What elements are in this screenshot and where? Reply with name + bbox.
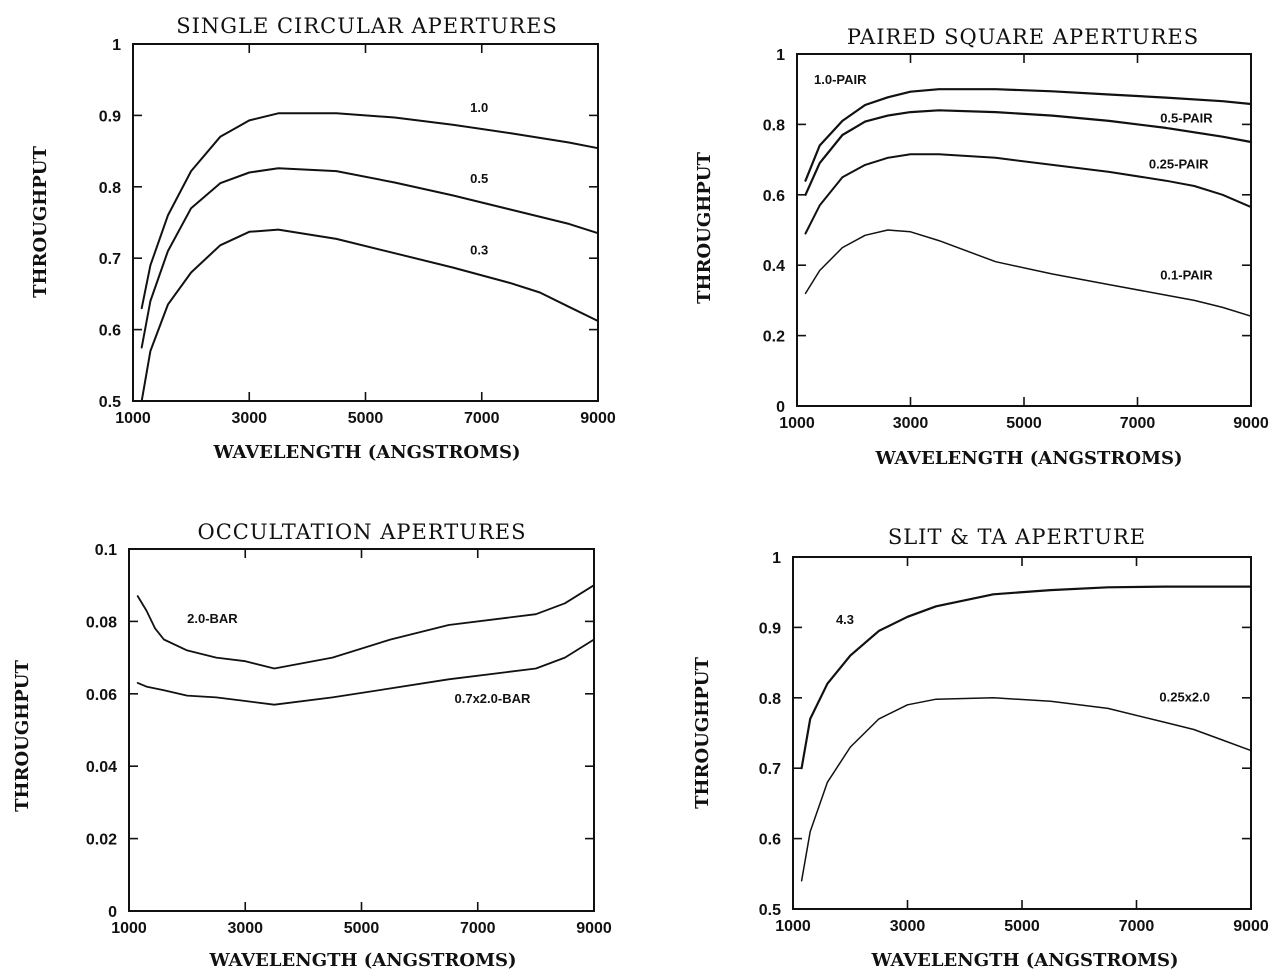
series-line [136, 638, 595, 706]
series-line [140, 112, 599, 310]
y-tick-label: 0.7 [759, 761, 781, 778]
series-label: 0.25x2.0 [1159, 689, 1210, 704]
x-tick-label: 9000 [576, 920, 612, 937]
y-tick-label: 0.5 [99, 394, 121, 411]
y-tick-label: 0.02 [86, 832, 117, 849]
x-axis-label: WAVELENGTH (ANGSTROMS) [212, 442, 520, 463]
series-label: 0.7x2.0-BAR [455, 691, 531, 706]
y-tick-label: 0.9 [759, 620, 781, 637]
x-tick-label: 3000 [893, 415, 929, 432]
y-tick-label: 0.6 [759, 832, 781, 849]
series-line [800, 697, 1252, 882]
y-tick-label: 0.1 [95, 542, 117, 559]
x-tick-label: 3000 [227, 920, 263, 937]
x-tick-label: 5000 [1004, 918, 1040, 935]
series-line [140, 167, 599, 349]
x-axis-label: WAVELENGTH (ANGSTROMS) [208, 950, 516, 971]
panel-occultation-apertures: OCCULTATION APERTURES THROUGHPUT WAVELEN… [12, 520, 612, 971]
x-tick-label: 7000 [1119, 918, 1155, 935]
series-line [804, 109, 1253, 196]
x-tick-label: 1000 [111, 920, 147, 937]
series-label: 1.0-PAIR [814, 72, 867, 87]
plot-frame [128, 548, 595, 912]
y-axis-label: THROUGHPUT [12, 660, 33, 812]
series-label: 0.25-PAIR [1149, 156, 1209, 171]
x-tick-label: 3000 [890, 918, 926, 935]
x-tick-label: 5000 [344, 920, 380, 937]
y-tick-label: 0.04 [86, 759, 117, 776]
y-tick-label: 0.6 [763, 188, 785, 205]
series-line [140, 228, 599, 402]
y-tick-label: 0 [776, 399, 785, 416]
series-line [136, 584, 595, 670]
panel-slit-ta-aperture: SLIT & TA APERTURE THROUGHPUT WAVELENGTH… [692, 525, 1269, 971]
x-tick-label: 9000 [1233, 415, 1269, 432]
series-label: 0.3 [470, 243, 488, 258]
panel-title: SLIT & TA APERTURE [888, 525, 1146, 549]
x-tick-label: 7000 [1120, 415, 1156, 432]
y-tick-label: 1 [772, 550, 781, 567]
x-tick-label: 9000 [1233, 918, 1269, 935]
panel-title: SINGLE CIRCULAR APERTURES [176, 14, 558, 38]
y-axis-label: THROUGHPUT [692, 657, 713, 809]
y-tick-label: 0.8 [759, 691, 781, 708]
y-tick-label: 1 [112, 37, 121, 54]
series-label: 4.3 [836, 612, 854, 627]
series-label: 1.0 [470, 100, 488, 115]
y-tick-label: 0.08 [86, 614, 117, 631]
plot-frame [792, 556, 1252, 910]
x-tick-label: 1000 [779, 415, 815, 432]
y-axis-label: THROUGHPUT [30, 146, 51, 298]
plot-frame [132, 43, 599, 402]
y-tick-label: 1 [776, 47, 785, 64]
y-tick-label: 0.8 [99, 180, 121, 197]
y-tick-label: 0.5 [759, 902, 781, 919]
x-tick-label: 7000 [464, 410, 500, 427]
y-tick-label: 0.6 [99, 323, 121, 340]
y-tick-label: 0 [108, 904, 117, 921]
series-label: 0.5-PAIR [1160, 111, 1213, 126]
series-label: 2.0-BAR [187, 611, 238, 626]
x-tick-label: 5000 [348, 410, 384, 427]
series-label: 0.1-PAIR [1160, 267, 1213, 282]
series-line [800, 585, 1253, 770]
x-tick-label: 3000 [231, 410, 267, 427]
x-tick-label: 5000 [1006, 415, 1042, 432]
series-line [804, 229, 1252, 317]
y-tick-label: 0.9 [99, 108, 121, 125]
x-axis-label: WAVELENGTH (ANGSTROMS) [874, 448, 1182, 469]
y-axis-label: THROUGHPUT [694, 152, 715, 304]
x-tick-label: 1000 [775, 918, 811, 935]
y-tick-label: 0.4 [763, 258, 785, 275]
x-tick-label: 1000 [115, 410, 151, 427]
series-line [804, 153, 1252, 235]
series-line [804, 88, 1253, 182]
x-axis-label: WAVELENGTH (ANGSTROMS) [870, 950, 1178, 971]
x-tick-label: 7000 [460, 920, 496, 937]
panel-paired-square-apertures: PAIRED SQUARE APERTURES THROUGHPUT WAVEL… [694, 25, 1269, 469]
y-tick-label: 0.06 [86, 687, 117, 704]
panel-title: PAIRED SQUARE APERTURES [847, 25, 1199, 49]
plot-frame [796, 53, 1252, 407]
series-label: 0.5 [470, 171, 488, 186]
y-tick-label: 0.7 [99, 251, 121, 268]
y-tick-label: 0.2 [763, 329, 785, 346]
x-tick-label: 9000 [580, 410, 616, 427]
panel-single-circular-apertures: SINGLE CIRCULAR APERTURES THROUGHPUT WAV… [30, 14, 616, 463]
y-tick-label: 0.8 [763, 117, 785, 134]
panel-title: OCCULTATION APERTURES [197, 520, 526, 544]
